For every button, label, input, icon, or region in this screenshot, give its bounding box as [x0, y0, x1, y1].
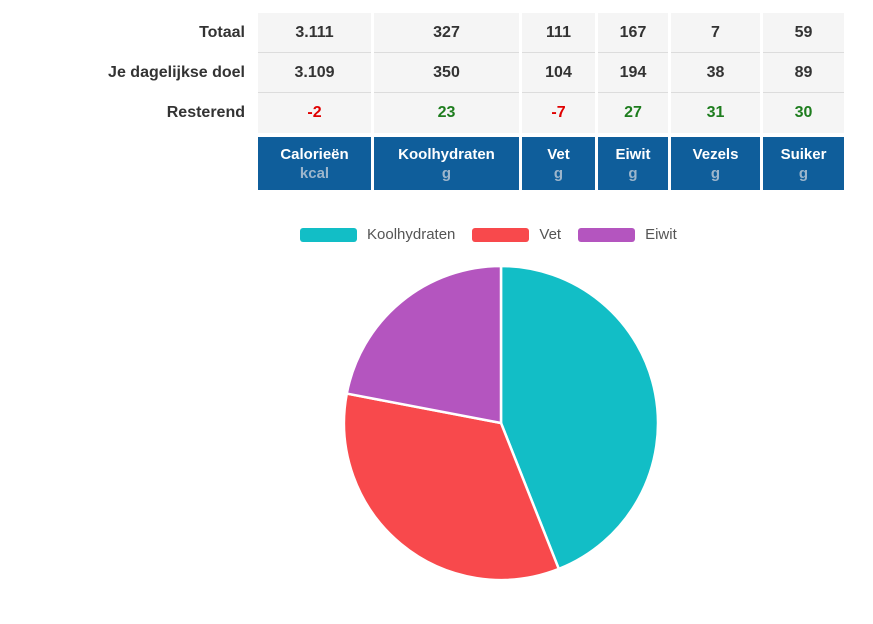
cell-goal-carbohydrates: 350 [374, 53, 519, 93]
col-header-carbohydrates: Koolhydraten g [374, 137, 519, 190]
row-label-remaining: Resterend [166, 104, 245, 121]
cell-remaining-fat: -7 [522, 93, 595, 133]
cell-total-calories: 3.111 [258, 13, 371, 53]
cell-remaining-carbohydrates: 23 [374, 93, 519, 133]
col-header-carbohydrates-label: Koolhydraten [398, 145, 495, 163]
col-header-fat-unit: g [553, 164, 564, 182]
legend-item-carbohydrates: Koolhydraten [300, 226, 455, 243]
col-header-calories-label: Calorieën [280, 145, 349, 163]
table-row-daily-goal: Je dagelijkse doel 3.109 350 104 194 38 … [0, 53, 844, 93]
cell-goal-protein: 194 [598, 53, 668, 93]
cell-remaining-fiber: 31 [671, 93, 760, 133]
pie-legend: Koolhydraten Vet Eiwit [300, 226, 677, 243]
header-spacer [0, 137, 258, 177]
col-header-protein-unit: g [628, 164, 638, 182]
cell-total-fiber: 7 [671, 13, 760, 53]
col-header-fiber-unit: g [710, 164, 721, 182]
cell-total-sugar: 59 [763, 13, 844, 53]
cell-remaining-calories: -2 [258, 93, 371, 133]
cell-total-fat: 111 [522, 13, 595, 53]
col-header-sugar: Suiker g [763, 137, 844, 190]
row-label-daily-goal: Je dagelijkse doel [108, 64, 245, 81]
col-header-calories-unit: kcal [299, 164, 330, 182]
col-header-sugar-label: Suiker [780, 145, 827, 163]
col-header-fiber: Vezels g [671, 137, 760, 190]
col-header-protein: Eiwit g [598, 137, 668, 190]
cell-goal-fiber: 38 [671, 53, 760, 93]
legend-item-fat: Vet [472, 226, 561, 243]
col-header-calories: Calorieën kcal [258, 137, 371, 190]
table-header-row: Calorieën kcal Koolhydraten g Vet g Eiwi… [0, 137, 844, 190]
pie-chart-svg [342, 264, 660, 582]
col-header-fiber-label: Vezels [692, 145, 739, 163]
legend-item-protein: Eiwit [578, 226, 677, 243]
macros-pie-chart [341, 263, 661, 583]
table-row-remaining: Resterend -2 23 -7 27 31 30 [0, 93, 844, 133]
cell-goal-fat: 104 [522, 53, 595, 93]
nutrition-table: Totaal 3.111 327 111 167 7 59 Je dagelij… [0, 13, 844, 190]
pie-slice-koolhydraten [499, 264, 660, 571]
col-header-fat: Vet g [522, 137, 595, 190]
legend-label-fat: Vet [539, 226, 562, 243]
cell-total-carbohydrates: 327 [374, 13, 519, 53]
col-header-fat-label: Vet [547, 145, 570, 163]
col-header-protein-label: Eiwit [615, 145, 651, 163]
cell-total-protein: 167 [598, 13, 668, 53]
fat-swatch-icon [472, 227, 530, 242]
carbohydrates-swatch-icon [300, 227, 357, 242]
legend-label-carbohydrates: Koolhydraten [367, 226, 456, 243]
legend-label-protein: Eiwit [645, 226, 677, 243]
row-label-total: Totaal [199, 24, 245, 41]
cell-goal-calories: 3.109 [258, 53, 371, 93]
col-header-carbohydrates-unit: g [441, 164, 452, 182]
cell-remaining-sugar: 30 [763, 93, 844, 133]
cell-remaining-protein: 27 [598, 93, 668, 133]
col-header-sugar-unit: g [798, 164, 809, 182]
cell-goal-sugar: 89 [763, 53, 844, 93]
pie-slice-eiwit [345, 264, 503, 425]
table-row-total: Totaal 3.111 327 111 167 7 59 [0, 13, 844, 53]
pie-slice-vet [342, 392, 561, 582]
protein-swatch-icon [578, 227, 636, 242]
